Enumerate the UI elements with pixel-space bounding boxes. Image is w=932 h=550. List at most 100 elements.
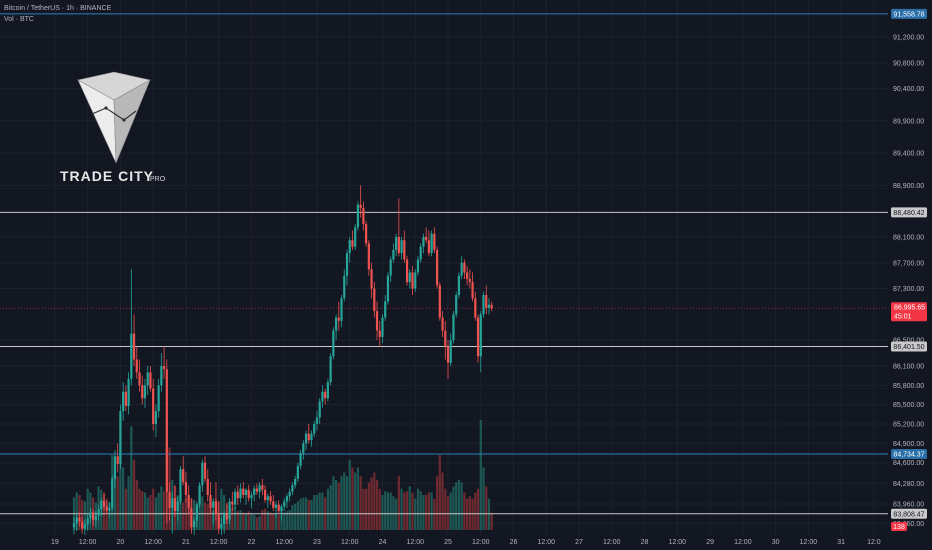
volume-bar bbox=[485, 486, 488, 530]
candle-body bbox=[160, 365, 163, 386]
candle-body bbox=[258, 485, 261, 492]
candle-body bbox=[124, 391, 127, 406]
volume-bar bbox=[422, 495, 425, 530]
candle-body bbox=[321, 391, 324, 402]
current-price-tag bbox=[891, 302, 927, 322]
candle-body bbox=[176, 501, 179, 512]
volume-bar bbox=[416, 488, 420, 530]
logo-name: TRADE CITY bbox=[60, 168, 154, 184]
volume-bar bbox=[403, 492, 406, 530]
price-tick-label: 84,900.00 bbox=[893, 441, 924, 448]
candle-body bbox=[217, 514, 220, 529]
volume-bar bbox=[345, 476, 349, 530]
volume-bar bbox=[332, 476, 335, 530]
volume-bar bbox=[384, 491, 387, 530]
volume-legend[interactable]: Vol · BTC bbox=[4, 16, 34, 23]
candle-body bbox=[274, 504, 278, 508]
candle-body bbox=[127, 378, 130, 406]
volume-bar bbox=[296, 501, 299, 530]
price-tick-label: 86,500.00 bbox=[893, 338, 924, 345]
time-tick-label: 12:00 bbox=[275, 539, 293, 546]
level-tag-label: 83,808.47 bbox=[893, 511, 924, 518]
volume-bar bbox=[441, 472, 444, 530]
price-axis[interactable]: 91,200.00 90,800.00 90,400.00 89,900.00 89,4… bbox=[888, 0, 932, 550]
volume-bar bbox=[184, 498, 188, 530]
time-tick-label: 12:00 bbox=[669, 539, 687, 546]
candle-body bbox=[266, 496, 269, 501]
candle-body bbox=[304, 433, 308, 444]
time-tick-label: 19 bbox=[51, 539, 59, 546]
volume-bar bbox=[116, 476, 119, 530]
volume-bar bbox=[365, 488, 368, 530]
volume-bar bbox=[359, 476, 362, 530]
candle-body bbox=[209, 494, 212, 508]
candle-body bbox=[334, 317, 338, 331]
level-tag-label: 84,734.37 bbox=[893, 452, 924, 459]
volume-bar bbox=[143, 492, 147, 530]
candle-body bbox=[228, 501, 231, 520]
candle-body bbox=[460, 262, 463, 276]
candle-body bbox=[419, 246, 422, 260]
candle-body bbox=[146, 372, 149, 386]
volume-bar bbox=[466, 498, 469, 530]
candle-body bbox=[269, 496, 272, 502]
candle-body bbox=[332, 330, 335, 357]
level-tag-bg bbox=[891, 207, 927, 218]
candle-body bbox=[288, 491, 291, 497]
time-tick-label: 25 bbox=[444, 539, 452, 546]
candle-body bbox=[422, 236, 425, 247]
symbol-legend[interactable]: Bitcoin / TetherUS · 1h · BINANCE bbox=[4, 5, 112, 12]
volume-bar bbox=[474, 492, 477, 530]
candle-body bbox=[195, 504, 198, 521]
candle-body bbox=[100, 500, 103, 510]
volume-bar bbox=[247, 511, 250, 530]
volume-bar bbox=[75, 492, 78, 530]
price-tick-label: 91,200.00 bbox=[893, 35, 924, 42]
candle-body bbox=[392, 249, 395, 260]
volume-bar bbox=[373, 472, 376, 530]
countdown-label: 45:01 bbox=[894, 314, 912, 321]
candles bbox=[72, 185, 493, 547]
level-tag-label: 86,401.50 bbox=[893, 344, 924, 351]
candle-body bbox=[408, 272, 411, 283]
level-tag-bg bbox=[891, 8, 927, 19]
candle-body bbox=[452, 314, 455, 341]
current-price-label: 86,995.65 bbox=[894, 305, 925, 312]
price-tick-label: 90,400.00 bbox=[893, 86, 924, 93]
volume-bar bbox=[141, 491, 144, 530]
candle-body bbox=[482, 295, 485, 315]
volume-bar bbox=[354, 472, 357, 530]
volume-bar bbox=[253, 515, 256, 530]
candle-body bbox=[108, 507, 111, 511]
volume-bar bbox=[220, 488, 223, 530]
volume-bar bbox=[250, 513, 253, 530]
candle-body bbox=[247, 489, 250, 499]
volume-bar bbox=[334, 480, 338, 530]
candle-body bbox=[446, 346, 450, 363]
volume-bar bbox=[81, 500, 84, 530]
volume-bar bbox=[157, 492, 160, 530]
volume-bar bbox=[479, 420, 482, 530]
volume-bar bbox=[460, 482, 463, 530]
candle-body bbox=[416, 259, 420, 273]
candle-body bbox=[141, 385, 144, 399]
volume-bar bbox=[476, 488, 480, 530]
candle-body bbox=[466, 272, 469, 279]
volume-bar bbox=[130, 426, 133, 530]
candle-body bbox=[345, 253, 349, 276]
candle-body bbox=[359, 204, 362, 208]
volume-bar bbox=[457, 480, 461, 530]
volume-bar bbox=[435, 476, 439, 530]
volume-bar bbox=[318, 492, 321, 530]
volume-bar bbox=[389, 492, 392, 530]
candle-body bbox=[474, 298, 477, 318]
time-tick-label: 12:00 bbox=[79, 539, 97, 546]
candle-body bbox=[244, 489, 248, 495]
time-axis[interactable]: 19 12:00 20 12:00 21 12:00 22 12:00 23 12:00 24 12:… bbox=[0, 535, 888, 550]
candle-body bbox=[223, 514, 226, 524]
time-tick-label: 12:00 bbox=[800, 539, 818, 546]
price-tick-label: 85,800.00 bbox=[893, 383, 924, 390]
candle-body bbox=[253, 488, 256, 495]
